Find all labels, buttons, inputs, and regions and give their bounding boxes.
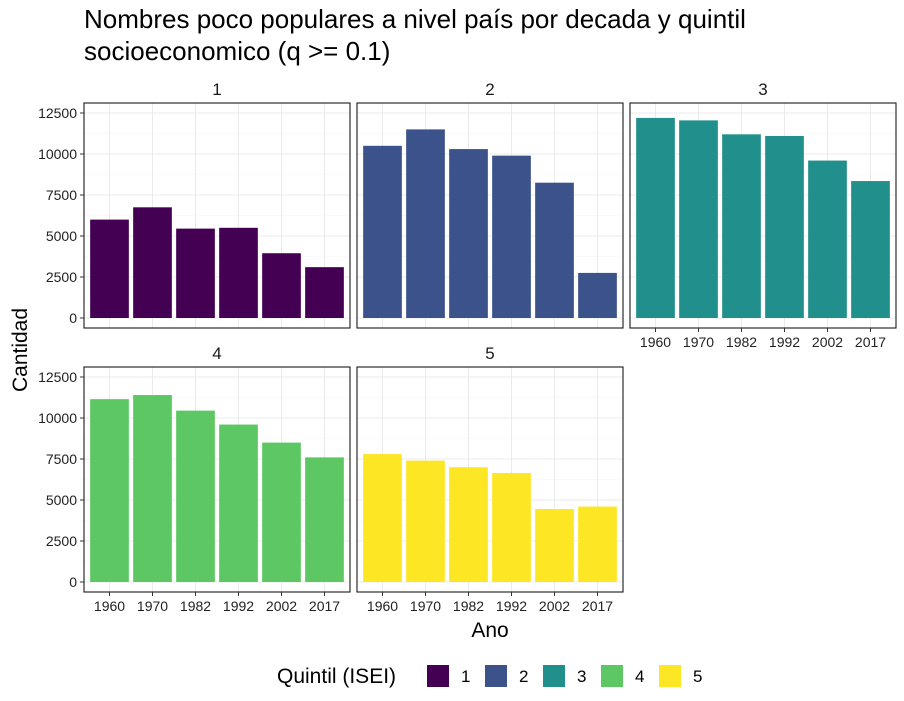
x-tick-label: 2017 (855, 334, 886, 350)
bar-q4-1982 (176, 410, 215, 582)
facet-panel-2: 2 (356, 80, 624, 329)
legend-key-3 (543, 665, 565, 687)
x-tick-label: 1970 (683, 334, 714, 350)
bar-q1-1982 (176, 228, 215, 318)
x-tick-label: 2002 (812, 334, 843, 350)
y-tick-label: 10000 (38, 410, 77, 426)
bar-q2-1960 (363, 145, 402, 318)
bar-q4-1960 (90, 399, 129, 582)
x-tick-label: 1970 (137, 598, 168, 614)
bar-q3-2002 (808, 160, 847, 318)
bar-q3-1992 (765, 135, 804, 318)
x-tick-label: 1992 (769, 334, 800, 350)
bar-q3-1970 (679, 120, 718, 318)
bar-q2-2002 (535, 182, 574, 318)
x-tick-label: 2002 (539, 598, 570, 614)
facet-panel-5: 5 1960 1970 1982 1992 2002 2017 (356, 344, 624, 614)
panel-border (629, 102, 897, 329)
y-axis-title: Cantidad (9, 308, 32, 392)
legend: Quintil (ISEI) 1 2 3 4 5 (277, 665, 702, 688)
bar-q5-1960 (363, 454, 402, 582)
y-tick-label: 7500 (46, 451, 77, 467)
x-tick-label: 1982 (726, 334, 757, 350)
y-tick-label: 7500 (46, 187, 77, 203)
facet-panels: 1 0 2500 5000 7500 10000 12500 2 3 1960 1970 1982 19… (38, 80, 897, 614)
y-tick-label: 2500 (46, 269, 77, 285)
legend-title: Quintil (ISEI) (277, 665, 396, 688)
chart-title-line-2: socioeconomico (q >= 0.1) (84, 36, 390, 66)
x-tick-label: 1970 (410, 598, 441, 614)
legend-label-1: 1 (461, 667, 470, 686)
facet-strip-label: 3 (758, 80, 767, 99)
bar-q3-2017 (851, 181, 890, 318)
y-tick-label: 2500 (46, 533, 77, 549)
bar-q2-2017 (578, 272, 617, 318)
bar-q4-2002 (262, 442, 301, 582)
bar-q5-2002 (535, 509, 574, 582)
bar-q1-1960 (90, 219, 129, 318)
legend-label-2: 2 (519, 667, 528, 686)
x-tick-label: 1960 (640, 334, 671, 350)
y-tick-label: 10000 (38, 146, 77, 162)
legend-key-5 (659, 665, 681, 687)
facet-strip-label: 1 (212, 80, 221, 99)
legend-key-4 (601, 665, 623, 687)
y-tick-label: 5000 (46, 228, 77, 244)
y-tick-label: 0 (69, 310, 77, 326)
panel-border (83, 102, 351, 329)
x-tick-label: 2002 (266, 598, 297, 614)
bar-q1-1970 (133, 207, 172, 318)
bar-q3-1960 (636, 117, 675, 318)
bar-q2-1982 (449, 149, 488, 318)
bar-q5-2017 (578, 506, 617, 582)
panel-border (83, 366, 351, 593)
x-tick-label: 2017 (309, 598, 340, 614)
legend-key-1 (427, 665, 449, 687)
x-tick-label: 1992 (496, 598, 527, 614)
facet-strip-label: 5 (485, 344, 494, 363)
x-axis-title: Ano (471, 619, 508, 642)
bar-q2-1970 (406, 129, 445, 318)
bar-q5-1982 (449, 467, 488, 582)
x-tick-label: 1982 (180, 598, 211, 614)
bar-q4-1992 (219, 424, 258, 582)
legend-label-3: 3 (577, 667, 586, 686)
y-tick-label: 12500 (38, 105, 77, 121)
x-tick-label: 1960 (367, 598, 398, 614)
facet-panel-3: 3 1960 1970 1982 1992 2002 2017 (629, 80, 897, 350)
bar-q3-1982 (722, 134, 761, 318)
x-tick-label: 2017 (582, 598, 613, 614)
panel-border (356, 102, 624, 329)
facet-strip-label: 4 (212, 344, 221, 363)
bar-q4-2017 (305, 457, 344, 582)
bar-q1-2002 (262, 253, 301, 318)
y-tick-label: 5000 (46, 492, 77, 508)
legend-label-5: 5 (693, 667, 702, 686)
bar-q4-1970 (133, 395, 172, 582)
facet-strip-label: 2 (485, 80, 494, 99)
x-tick-label: 1960 (94, 598, 125, 614)
facet-panel-1: 1 0 2500 5000 7500 10000 12500 (38, 80, 351, 329)
x-tick-label: 1992 (223, 598, 254, 614)
panel-border (356, 366, 624, 593)
bar-q1-2017 (305, 267, 344, 318)
bar-q2-1992 (492, 155, 531, 318)
legend-label-4: 4 (635, 667, 644, 686)
facet-panel-4: 4 0 2500 5000 7500 10000 12500 1960 1970 1982 1992… (38, 344, 351, 614)
bar-q5-1970 (406, 460, 445, 582)
legend-key-2 (485, 665, 507, 687)
bar-q1-1992 (219, 227, 258, 318)
bar-q5-1992 (492, 472, 531, 582)
x-tick-label: 1982 (453, 598, 484, 614)
y-tick-label: 0 (69, 574, 77, 590)
chart-title-line-1: Nombres poco populares a nivel país por … (84, 4, 746, 34)
y-tick-label: 12500 (38, 369, 77, 385)
